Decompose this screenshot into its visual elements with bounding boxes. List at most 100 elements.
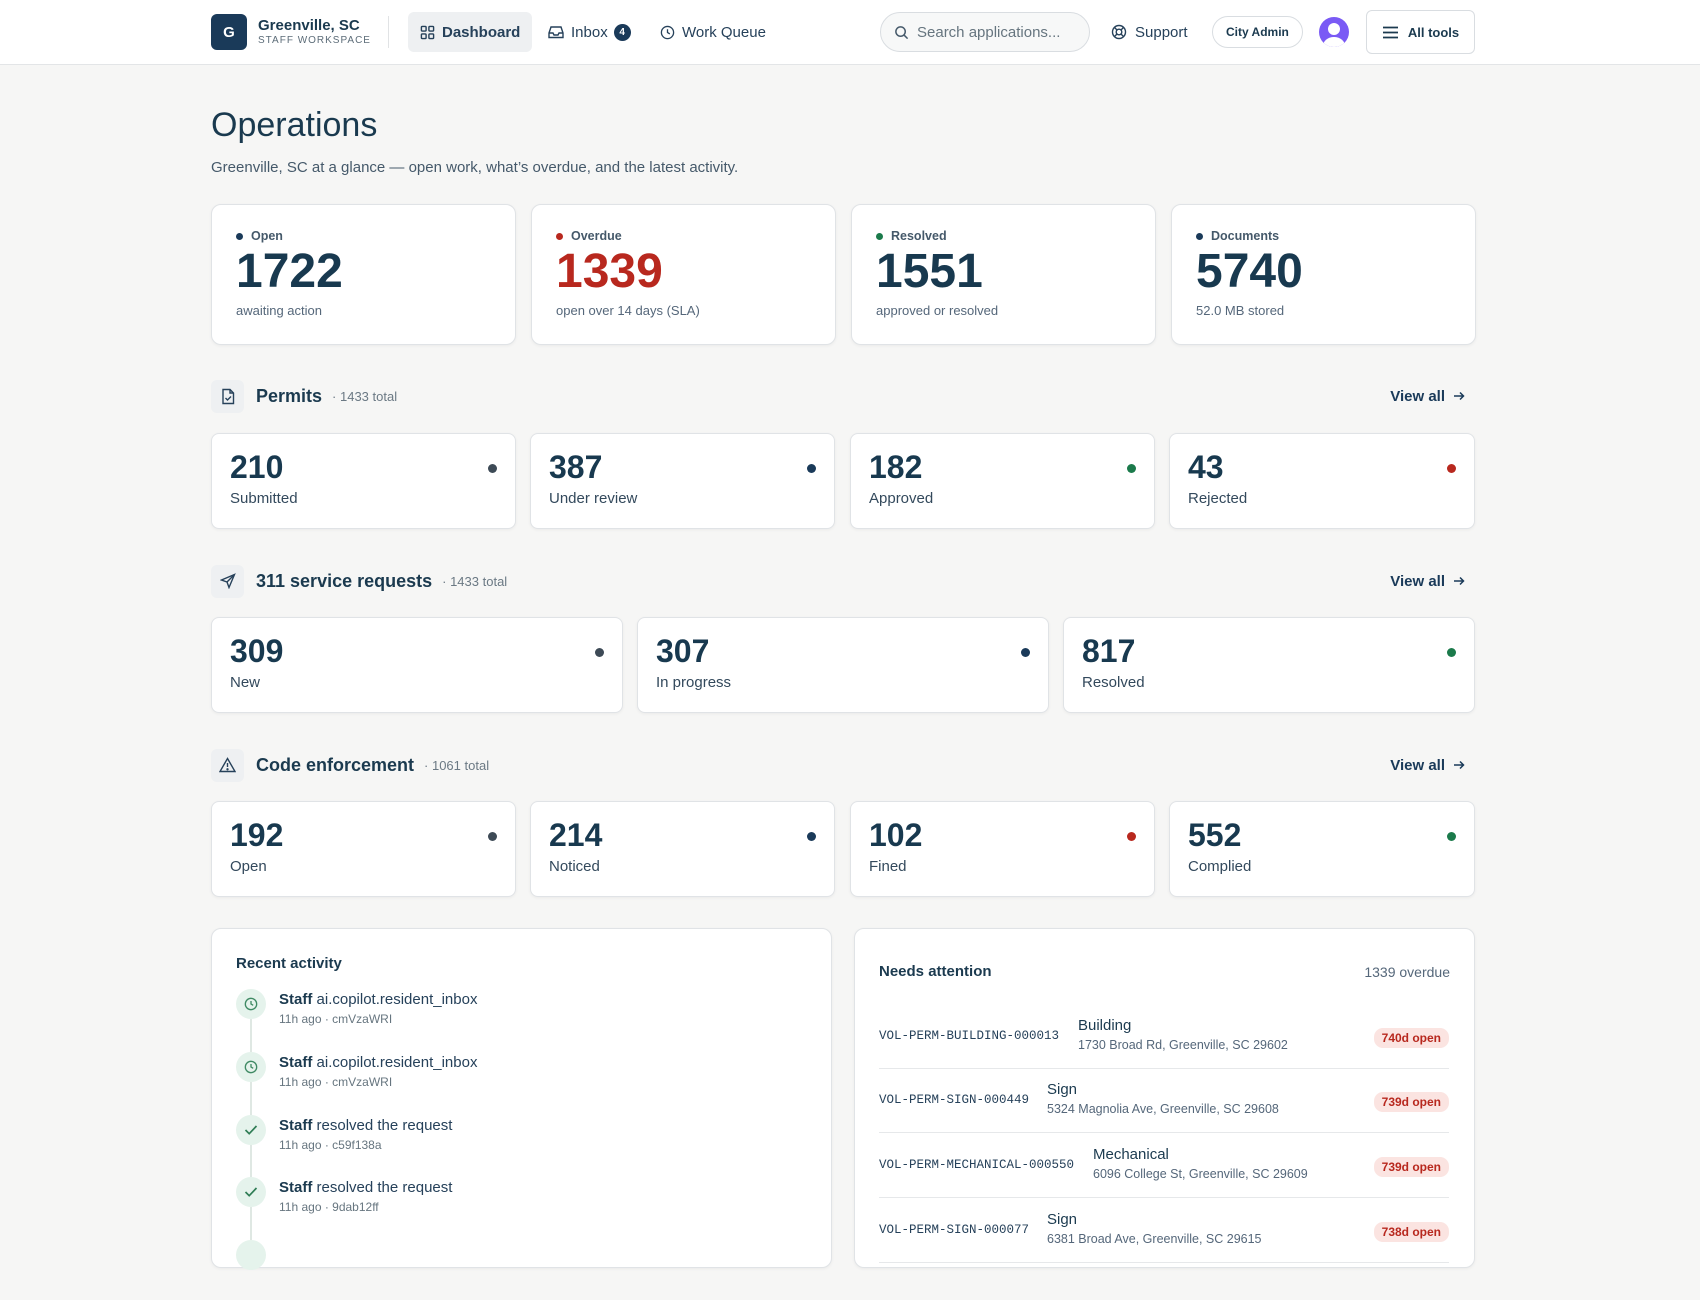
search-box[interactable]: [880, 12, 1090, 52]
clock-icon: [660, 25, 675, 39]
activity-actor: Staff: [279, 1179, 313, 1196]
role-pill[interactable]: City Admin: [1212, 16, 1303, 48]
attention-row[interactable]: VOL-PERM-SIGN-000077 Sign 6381 Broad Ave…: [879, 1199, 1449, 1263]
tile-value: 552: [1188, 817, 1242, 853]
tile-label: New: [230, 674, 261, 692]
status-dot: [488, 832, 497, 841]
code-tile-noticed[interactable]: 214 Noticed: [530, 801, 835, 897]
support-link[interactable]: Support: [1111, 12, 1188, 52]
timeline-line: [250, 1207, 252, 1240]
activity-text: Staff resolved the request: [279, 1117, 452, 1134]
activity-item[interactable]: Staff resolved the request 11h ago · 9da…: [236, 1177, 756, 1240]
section-header-code-enforcement: Code enforcement · 1061 total View all: [211, 747, 1475, 783]
needs-attention-panel: Needs attention 1339 overdue VOL-PERM-BU…: [854, 928, 1475, 1268]
tile-value: 43: [1188, 449, 1224, 485]
section-header-permits: Permits · 1433 total View all: [211, 378, 1475, 414]
record-type: Building: [1078, 1017, 1132, 1034]
permit-tile-submitted[interactable]: 210 Submitted: [211, 433, 516, 529]
activity-actor: Staff: [279, 1054, 313, 1071]
activity-action: resolved the request: [316, 1179, 453, 1196]
activity-action: ai.copilot.resident_inbox: [316, 1054, 478, 1071]
panel-title: Recent activity: [236, 955, 342, 972]
activity-item[interactable]: Staff resolved the request 11h ago · c59…: [236, 1115, 756, 1178]
request-tile-new[interactable]: 309 New: [211, 617, 623, 713]
activity-item[interactable]: [236, 1240, 756, 1300]
stat-caption: awaiting action: [236, 303, 322, 319]
attention-row[interactable]: VOL-PERM-BUILDING-000013 Building 1730 B…: [879, 1005, 1449, 1069]
activity-actor: Staff: [279, 1117, 313, 1134]
attention-row[interactable]: VOL-PERM-MECHANICAL-000550 Mechanical 60…: [879, 1134, 1449, 1198]
nav-work-queue[interactable]: Work Queue: [648, 12, 778, 52]
view-all-requests-link[interactable]: View all: [1390, 573, 1465, 590]
tile-label: Fined: [869, 858, 907, 876]
tile-value: 210: [230, 449, 284, 485]
arrow-right-icon: [1454, 760, 1465, 770]
inbox-icon: [548, 26, 564, 39]
status-dot: [1127, 464, 1136, 473]
status-dot: [236, 232, 243, 240]
tile-value: 387: [549, 449, 603, 485]
record-id: VOL-PERM-MECHANICAL-000550: [879, 1158, 1075, 1172]
permit-tile-rejected[interactable]: 43 Rejected: [1169, 433, 1475, 529]
activity-text: Staff ai.copilot.resident_inbox: [279, 1054, 477, 1071]
activity-action: resolved the request: [316, 1117, 453, 1134]
tile-value: 214: [549, 817, 603, 853]
permit-tile-approved[interactable]: 182 Approved: [850, 433, 1155, 529]
search-input[interactable]: [917, 23, 1077, 41]
brand[interactable]: G Greenville, SC STAFF WORKSPACE: [211, 14, 371, 50]
status-dot: [807, 832, 816, 841]
send-icon: [211, 564, 244, 598]
stat-label: Overdue: [571, 229, 622, 243]
activity-text: Staff resolved the request: [279, 1179, 452, 1196]
brand-name: Greenville, SC: [258, 17, 360, 34]
tile-value: 309: [230, 633, 284, 669]
stat-caption: approved or resolved: [876, 303, 999, 319]
nav-dashboard[interactable]: Dashboard: [408, 12, 533, 52]
activity-meta: 11h ago · cmVzaWRI: [279, 1075, 393, 1089]
check-icon: [236, 1115, 266, 1145]
status-dot: [1447, 832, 1456, 841]
search-icon: [895, 25, 909, 39]
tile-label: Approved: [869, 490, 934, 508]
page-subtitle: Greenville, SC at a glance — open work, …: [211, 159, 739, 176]
code-tile-fined[interactable]: 102 Fined: [850, 801, 1155, 897]
section-total: · 1061 total: [424, 757, 490, 773]
nav-inbox-label: Inbox: [571, 23, 608, 41]
attention-row[interactable]: VOL-PERM-SIGN-000449 Sign 5324 Magnolia …: [879, 1069, 1449, 1133]
recent-activity-panel: Recent activity Staff ai.copilot.residen…: [211, 928, 832, 1270]
tile-label: Under review: [549, 490, 638, 508]
code-tile-complied[interactable]: 552 Complied: [1169, 801, 1475, 897]
divider: [388, 16, 389, 48]
activity-actor: Staff: [279, 991, 313, 1008]
support-label: Support: [1135, 23, 1188, 41]
activity-text: Staff ai.copilot.resident_inbox: [279, 991, 477, 1008]
stat-value: 5740: [1196, 245, 1303, 298]
code-tile-open[interactable]: 192 Open: [211, 801, 516, 897]
tile-label: In progress: [656, 674, 732, 692]
all-tools-button[interactable]: All tools: [1366, 10, 1475, 54]
status-dot: [488, 464, 497, 473]
status-dot: [1447, 464, 1456, 473]
view-all-label: View all: [1390, 387, 1445, 405]
activity-item[interactable]: Staff ai.copilot.resident_inbox 11h ago …: [236, 989, 756, 1052]
section-title: Permits: [256, 385, 323, 406]
avatar[interactable]: [1319, 17, 1349, 47]
check-icon: [236, 1240, 266, 1270]
request-tile-in-progress[interactable]: 307 In progress: [637, 617, 1049, 713]
view-all-permits-link[interactable]: View all: [1390, 388, 1465, 405]
request-tile-resolved[interactable]: 817 Resolved: [1063, 617, 1475, 713]
stat-label: Resolved: [891, 229, 947, 243]
tile-label: Submitted: [230, 490, 298, 508]
permit-tile-under-review[interactable]: 387 Under review: [530, 433, 835, 529]
status-dot: [556, 232, 563, 240]
view-all-code-link[interactable]: View all: [1390, 757, 1465, 774]
page-title: Operations: [211, 106, 378, 144]
stat-label: Open: [251, 229, 283, 243]
activity-item[interactable]: Staff ai.copilot.resident_inbox 11h ago …: [236, 1052, 756, 1115]
check-icon: [236, 1177, 266, 1207]
stat-value: 1551: [876, 245, 983, 298]
brand-logo: G: [211, 14, 247, 50]
tile-value: 817: [1082, 633, 1136, 669]
panel-title: Needs attention: [879, 963, 992, 980]
nav-inbox[interactable]: Inbox 4: [536, 12, 643, 52]
